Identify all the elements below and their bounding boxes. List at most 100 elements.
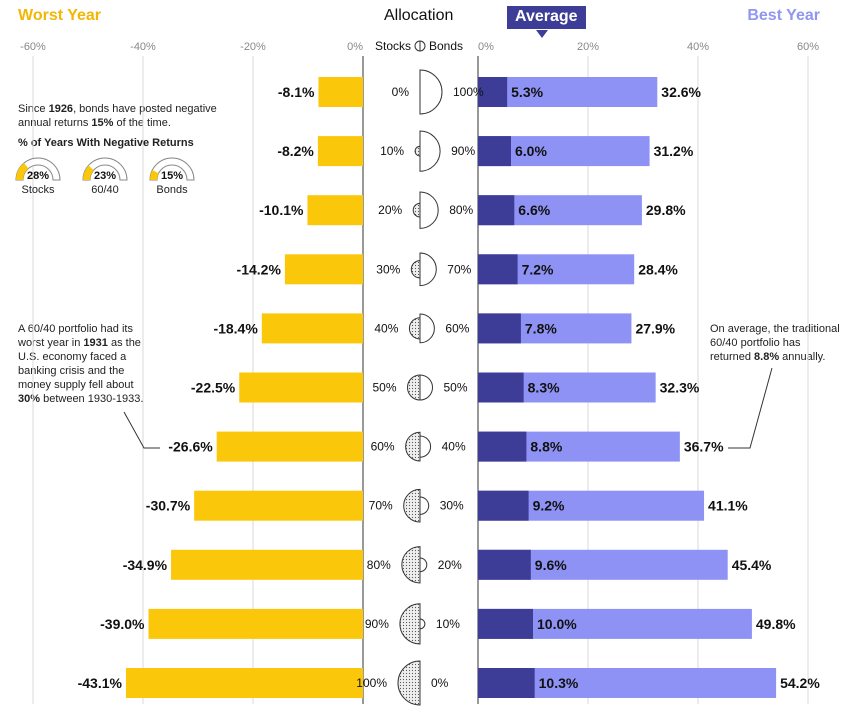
stocks-percent-label: 40% [374,321,398,335]
stocks-share-semicircle [397,660,421,706]
note-text: Since [18,103,46,115]
worst-bar [125,668,363,698]
note-pct: 30% [18,393,41,405]
bonds-column-header: Bonds [429,39,463,53]
stocks-share-semicircle [408,317,421,340]
worst-bar [307,195,363,226]
average-value-label: 9.6% [535,557,567,573]
worst-bar [239,372,363,403]
stocks-share-semicircle [403,488,421,523]
average-bar [478,549,531,580]
stocks-percent-label: 100% [356,676,387,690]
worst-value-label: -8.2% [277,143,314,159]
best-bar [478,77,658,107]
note-year: 1926 [48,103,74,115]
gauge-value: 23% [94,170,116,182]
negative-returns-title: % of Years With Negative Returns [18,137,194,149]
best-value-label: 32.6% [661,84,701,100]
average-bar [478,136,511,167]
bonds-share-semicircle [419,618,426,630]
average-value-label: 8.8% [530,439,562,455]
note-pct: 15% [91,117,114,129]
stocks-share-semicircle [401,546,421,584]
average-header: Average [507,6,586,29]
note-text: annually. [779,351,826,363]
best-year-header: Best Year [747,7,820,24]
stocks-share-semicircle [407,374,421,401]
gauge-label: Stocks [21,184,55,196]
average-value-label: 10.0% [537,616,577,632]
stocks-share-semicircle [399,603,421,645]
bonds-share-semicircle [419,313,435,344]
sixty-forty-leader-line [123,411,160,449]
sixty-forty-worst-note: A 60/40 portfolio had its worst year in … [18,322,148,406]
note-text: A 60/40 portfolio had its worst year in [18,323,133,349]
worst-bar [216,431,363,462]
bonds-share-semicircle [419,252,437,287]
average-bar [478,313,521,344]
gauge-label: Bonds [156,184,188,196]
bonds-percent-label: 60% [445,321,469,335]
worst-bar [284,254,363,285]
best-value-label: 27.9% [635,320,675,336]
right-tick-label: 40% [687,41,709,53]
worst-bar [194,490,363,521]
worst-value-label: -34.9% [123,557,168,573]
gauge-fill [16,163,29,180]
best-value-label: 36.7% [684,439,724,455]
right-tick-label: 20% [577,41,599,53]
average-value-label: 8.3% [528,380,560,396]
best-value-label: 31.2% [654,143,694,159]
bonds-share-semicircle [419,69,443,115]
average-bar [478,431,527,462]
worst-value-label: -18.4% [213,320,258,336]
worst-bar [317,136,363,167]
bonds-share-semicircle [419,130,441,172]
bonds-share-semicircle [419,435,432,458]
average-bar [478,490,529,521]
stocks-percent-label: 90% [365,617,389,631]
right-tick-label: 0% [478,41,494,53]
average-header-pointer [536,30,548,38]
best-value-label: 29.8% [646,202,686,218]
bonds-percent-label: 80% [449,203,473,217]
worst-value-label: -30.7% [146,498,191,514]
best-value-label: 49.8% [756,616,796,632]
note-text: On average, the traditional 60/40 portfo… [710,323,840,363]
stocks-percent-label: 80% [367,558,391,572]
worst-value-label: -22.5% [191,380,236,396]
average-value-label: 5.3% [511,84,543,100]
average-bar [478,77,508,107]
average-value-label: 6.0% [515,143,547,159]
worst-value-label: -39.0% [100,616,145,632]
worst-value-label: -14.2% [237,261,282,277]
average-value-label: 7.2% [522,261,554,277]
worst-year-header: Worst Year [18,7,102,24]
right-tick-label: 60% [797,41,819,53]
bonds-percent-label: 50% [444,381,468,395]
average-bar [478,195,515,226]
bonds-share-semicircle [419,557,428,573]
stocks-percent-label: 20% [378,203,402,217]
note-text: , bonds have posted negative annual retu… [18,103,217,129]
gauge-value: 28% [27,170,49,182]
note-pct: 8.8% [754,351,780,363]
left-tick-label: 0% [347,41,363,53]
worst-value-label: -8.1% [278,84,315,100]
bonds-percent-label: 20% [438,558,462,572]
worst-value-label: -26.6% [168,439,213,455]
note-year: 1931 [83,337,108,349]
bonds-share-semicircle [419,496,430,515]
stocks-column-header: Stocks [375,39,411,53]
bonds-percent-label: 40% [442,440,466,454]
average-bar [478,372,524,403]
best-value-label: 54.2% [780,675,820,691]
gauge-track [149,157,195,181]
average-value-label: 7.8% [525,320,557,336]
best-value-label: 45.4% [732,557,772,573]
bonds-percent-label: 90% [451,144,475,158]
bonds-percent-label: 70% [447,262,471,276]
stocks-percent-label: 70% [369,499,393,513]
bonds-negative-note: Since 1926, bonds have posted negative a… [18,102,218,130]
